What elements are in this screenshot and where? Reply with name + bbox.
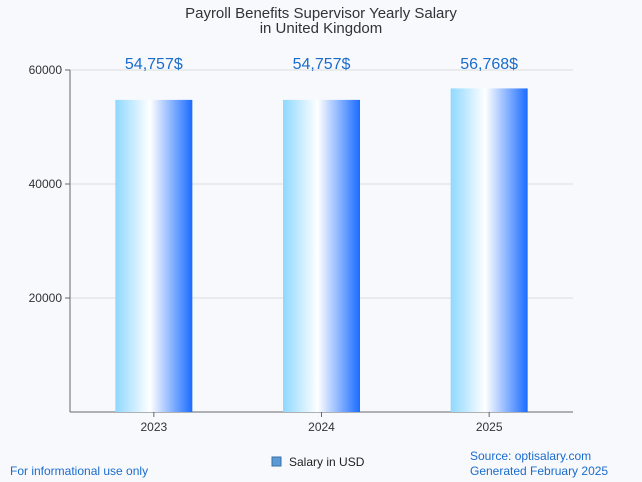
footer-generated: Generated February 2025: [470, 464, 608, 478]
footer-source[interactable]: Source: optisalary.com: [470, 449, 591, 463]
y-axis-ticks: 20000 40000 60000: [29, 63, 70, 305]
x-tick-label-2025: 2025: [476, 420, 503, 434]
y-tick-label-20000: 20000: [29, 291, 63, 305]
bars: [115, 88, 528, 413]
x-tick-label-2024: 2024: [308, 420, 335, 434]
y-tick-label-60000: 60000: [29, 63, 63, 77]
bar-2023[interactable]: [115, 99, 193, 412]
x-tick-label-2023: 2023: [140, 420, 167, 434]
data-labels: 54,757$ 54,757$ 56,768$: [125, 56, 518, 73]
data-label-2025: 56,768$: [460, 56, 518, 73]
y-tick-label-40000: 40000: [29, 177, 63, 191]
data-label-2024: 54,757$: [293, 56, 351, 73]
chart-title-line-1: Payroll Benefits Supervisor Yearly Salar…: [185, 5, 457, 22]
legend-swatch: [271, 456, 282, 467]
x-axis-ticks: 2023 2024 2025: [140, 412, 503, 434]
chart-title-line-2: in United Kingdom: [260, 20, 383, 37]
bar-2024[interactable]: [283, 99, 360, 412]
legend[interactable]: Salary in USD: [271, 455, 365, 469]
data-label-2023: 54,757$: [125, 56, 183, 73]
footer-disclaimer: For informational use only: [10, 464, 148, 478]
legend-label: Salary in USD: [289, 455, 365, 469]
bar-2025[interactable]: [450, 88, 528, 413]
